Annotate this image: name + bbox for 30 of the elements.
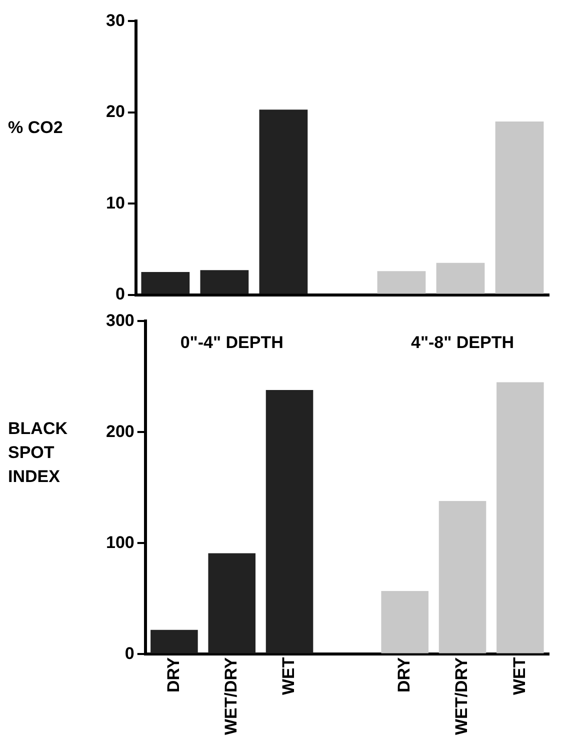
x-tick-label: WET/DRY	[222, 656, 241, 736]
x-tick-label: WET/DRY	[452, 656, 472, 736]
y-axis-title: BLACK SPOT INDEX	[8, 418, 68, 488]
y-tick-label: 0	[124, 644, 134, 663]
bar	[495, 122, 544, 294]
y-axis-title: % CO2	[8, 117, 64, 139]
y-tick-label: 30	[106, 10, 125, 30]
series-label: 4"-8" DEPTH	[410, 332, 514, 352]
y-tick-label: 300	[106, 310, 134, 330]
bar	[266, 390, 314, 654]
text: 0"-4" DEPTH	[180, 332, 284, 352]
y-tick-label: 200	[106, 422, 134, 441]
bar	[259, 110, 308, 294]
y-tick-label: 20	[106, 102, 125, 122]
x-tick-label: WET	[279, 656, 298, 696]
bar	[438, 501, 486, 654]
bar	[381, 590, 428, 654]
bar	[141, 272, 190, 294]
y-tick-label: 10	[106, 193, 125, 212]
y-tick-label: 100	[106, 532, 134, 552]
y-tick-label: 0	[115, 284, 125, 304]
bar	[496, 382, 544, 654]
bar	[436, 262, 485, 294]
bar	[200, 270, 249, 294]
bar	[150, 630, 198, 654]
bar	[208, 553, 256, 654]
bar	[377, 271, 426, 294]
x-tick-label: WET	[510, 656, 529, 696]
x-tick-label: DRY	[394, 656, 414, 693]
x-tick-label: DRY	[164, 656, 183, 693]
